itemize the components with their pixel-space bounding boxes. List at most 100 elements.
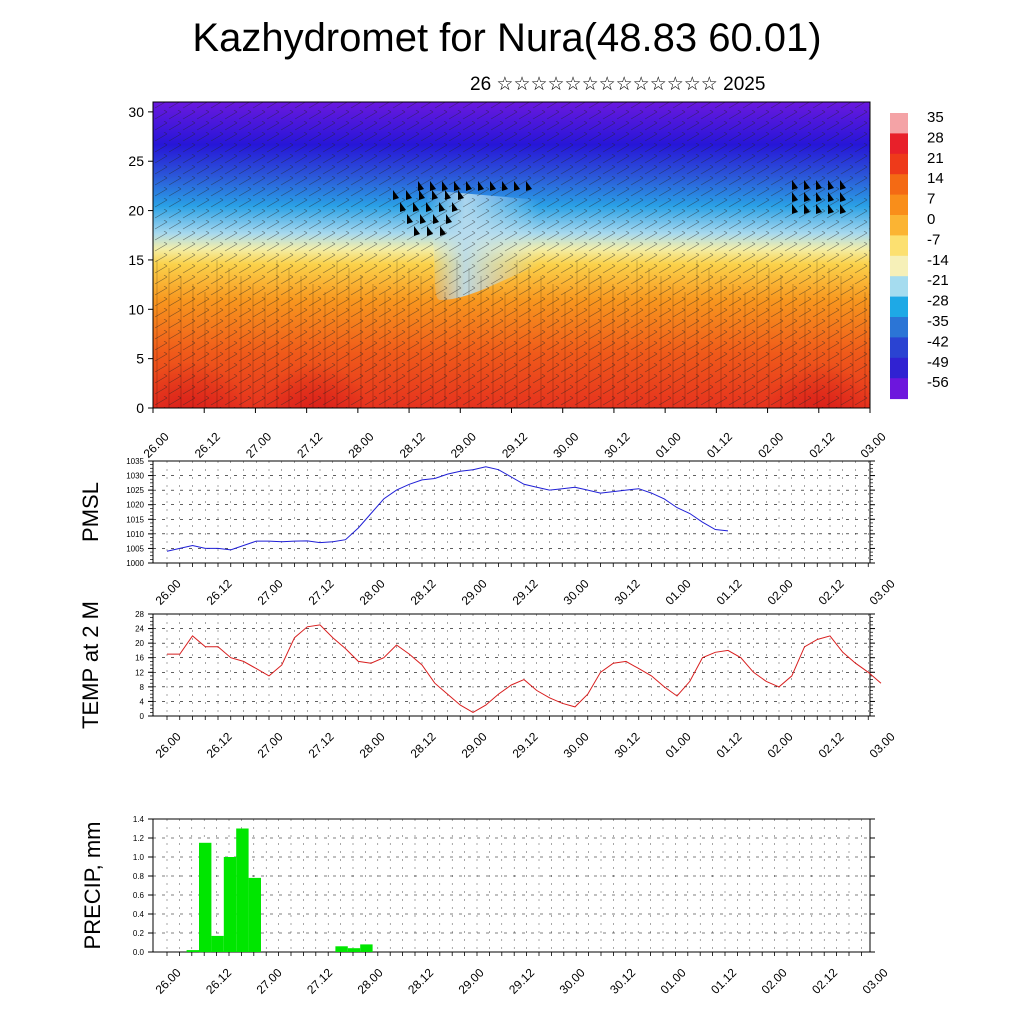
colorbar-label: -7	[927, 231, 940, 248]
y-tick-label: 16	[135, 654, 144, 663]
x-tick-label: 01.12	[714, 576, 745, 607]
colorbar-swatch	[890, 113, 908, 134]
wind-flag	[420, 214, 426, 224]
wind-flag	[400, 202, 406, 212]
precip-bar	[236, 828, 249, 952]
x-tick-label: 30.12	[612, 576, 643, 607]
x-tick-label: 02.12	[809, 965, 840, 996]
y-tick-label: 8	[140, 683, 145, 692]
x-tick-label: 03.00	[867, 729, 898, 760]
x-tick-label: 28.00	[357, 729, 388, 760]
colorbar-swatch	[890, 357, 908, 379]
y-tick-label: 0	[136, 400, 144, 416]
wind-flag	[458, 190, 464, 200]
colorbar-swatch	[890, 153, 908, 175]
x-tick-label: 30.00	[561, 729, 592, 760]
x-tick-label: 26.12	[204, 576, 235, 607]
wind-flag	[442, 181, 448, 191]
colorbar-swatch	[890, 133, 908, 155]
y-tick-label: 12	[135, 668, 144, 677]
x-tick-label: 29.00	[448, 429, 479, 460]
y-tick-label: 0.4	[133, 910, 145, 919]
wind-flag	[413, 202, 419, 212]
x-tick-label: 28.12	[405, 965, 436, 996]
colorbar-swatch	[890, 215, 908, 236]
x-tick-label: 26.00	[153, 965, 184, 996]
precip-bar	[186, 950, 199, 952]
wind-flag	[840, 180, 846, 190]
wind-flag	[446, 214, 452, 224]
colorbar-label: -14	[927, 252, 949, 269]
chart-title: Kazhydromet for Nura(48.83 60.01)	[192, 16, 822, 60]
precip-bar	[248, 877, 261, 952]
panel-frame	[152, 460, 871, 564]
y-tick-label: 20	[135, 639, 144, 648]
x-tick-label: 01.12	[704, 429, 735, 460]
wind-flag	[430, 181, 436, 191]
x-tick-label: 30.12	[602, 429, 633, 460]
y-tick-label: 1030	[126, 472, 144, 481]
y-tick-label: 4	[140, 697, 145, 706]
wind-flag	[828, 192, 834, 202]
wind-flag	[427, 226, 433, 236]
temperature-cross-section: 0 5 10 15 20 25 30 26.00 26.12 27.00 27.12 28.00 28.…	[128, 101, 889, 461]
y-tick-label: 0.6	[133, 891, 145, 900]
wind-flag	[804, 180, 810, 190]
colorbar-label: -21	[927, 272, 949, 289]
x-tick-label: 01.00	[658, 965, 689, 996]
wind-flag	[432, 190, 438, 200]
y-tick-label: 5	[136, 351, 144, 367]
y-tick-label: 15	[128, 252, 144, 268]
precip-bar	[223, 857, 237, 952]
y-tick-label: 0.2	[133, 929, 145, 938]
wind-flag	[407, 214, 413, 224]
precip-bar	[360, 944, 373, 952]
wind-flag	[816, 180, 822, 190]
wind-flag	[490, 181, 496, 191]
colorbar-swatch	[890, 276, 908, 298]
colorbar-swatch	[890, 378, 908, 400]
wind-flag	[828, 180, 834, 190]
precip-bar	[347, 948, 361, 952]
wind-flag	[445, 190, 451, 200]
wind-flag	[478, 181, 484, 191]
wind-flag	[816, 204, 822, 214]
x-tick-label: 02.00	[765, 729, 796, 760]
precip-bar	[211, 935, 224, 952]
x-tick-label: 27.00	[243, 429, 274, 460]
x-tick-label: 02.00	[765, 576, 796, 607]
colorbar-label: 14	[927, 170, 944, 187]
x-tick-label: 01.00	[663, 729, 694, 760]
x-tick-label: 01.12	[708, 965, 739, 996]
panel-frame	[152, 818, 871, 953]
y-tick-label: 1025	[126, 486, 144, 495]
x-tick-label: 03.00	[860, 965, 891, 996]
x-tick-label: 30.00	[550, 429, 581, 460]
x-tick-label: 29.12	[510, 729, 541, 760]
x-tick-label: 27.00	[255, 729, 286, 760]
x-tick-label: 30.12	[607, 965, 638, 996]
chart-subtitle: 26 ☆☆☆☆☆☆☆☆☆☆☆☆☆ 2025	[470, 74, 766, 95]
colorbar-label: -28	[927, 293, 949, 310]
pmsl-panel: 1000 1005 1010 1015 1020 1025 1030 1035 26.00 26.…	[78, 457, 898, 608]
panel-frame	[152, 613, 871, 717]
y-tick-label: 1005	[126, 544, 144, 553]
x-tick-label: 26.12	[192, 429, 223, 460]
y-tick-label: 24	[135, 625, 144, 634]
x-tick-label: 27.00	[255, 576, 286, 607]
y-tick-label: 1.4	[133, 815, 145, 824]
x-tick-label: 27.12	[306, 576, 337, 607]
wind-flag	[804, 192, 810, 202]
colorbar-label: -49	[927, 354, 949, 371]
x-tick-label: 03.00	[858, 429, 889, 460]
colorbar-label: 35	[927, 109, 944, 126]
wind-flag	[840, 192, 846, 202]
y-tick-label: 1010	[126, 530, 144, 539]
x-tick-label: 01.12	[714, 729, 745, 760]
x-tick-label: 30.00	[561, 576, 592, 607]
wind-flag	[452, 202, 458, 212]
colorbar-label: 21	[927, 150, 944, 167]
x-tick-label: 29.00	[459, 576, 490, 607]
x-tick-label: 28.12	[408, 576, 439, 607]
